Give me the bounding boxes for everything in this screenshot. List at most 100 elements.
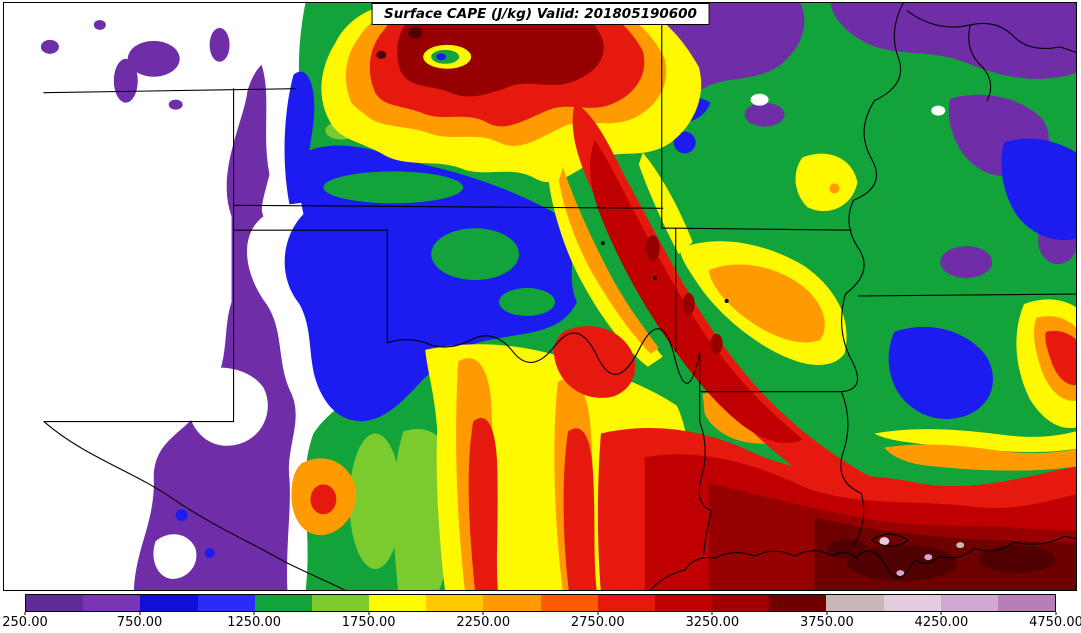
state-borders xyxy=(43,3,1076,590)
cape-region-maroon-top xyxy=(397,3,604,97)
colorbar-tick-label: 3750.00 xyxy=(799,615,854,630)
cape-region-extreme-speck xyxy=(924,554,933,561)
cape-region xyxy=(408,26,423,39)
lake-pontchartrain xyxy=(870,533,909,547)
cape-region xyxy=(323,171,464,204)
cape-region xyxy=(349,433,402,570)
colorbar-segment xyxy=(883,595,941,611)
cape-region xyxy=(1045,330,1076,386)
colorbar-tick xyxy=(368,612,370,615)
mississippi-river xyxy=(840,3,904,547)
cape-region xyxy=(499,288,555,316)
colorbar-tick xyxy=(482,612,484,615)
colorbar-tick xyxy=(139,612,141,615)
cape-region xyxy=(93,19,106,30)
cape-region-extreme-speck xyxy=(956,542,965,549)
cape-region-eye xyxy=(436,53,447,61)
border-tennessee-mississippi xyxy=(857,293,1076,297)
cape-region xyxy=(553,326,636,398)
cape-region xyxy=(795,153,858,212)
colorbar-tick xyxy=(24,612,26,615)
cape-region-extreme-speck xyxy=(896,570,905,577)
colorbar-tick-label: 4250.00 xyxy=(914,615,969,630)
cape-swath-diagonal xyxy=(572,102,991,546)
colorbar-tick xyxy=(826,612,828,615)
border-texas-louisiana xyxy=(698,351,713,555)
cape-region xyxy=(874,429,1076,453)
colorbar-tick xyxy=(1055,612,1057,615)
cape-region xyxy=(127,40,180,77)
colorbar-segment xyxy=(654,595,713,611)
cape-region xyxy=(376,50,387,59)
colorbar-segment xyxy=(540,595,598,611)
colorbar-tick xyxy=(711,612,713,615)
colorbar-segment xyxy=(140,595,198,611)
cape-region xyxy=(750,93,769,106)
cape-region xyxy=(884,444,1076,471)
colorbar-segment xyxy=(83,595,141,611)
cape-map-svg xyxy=(4,3,1076,590)
cape-region xyxy=(468,417,498,590)
cape-region xyxy=(682,293,695,315)
cape-region-extreme-speck xyxy=(879,537,890,546)
colorbar-segment xyxy=(712,595,770,611)
cape-region xyxy=(847,545,958,582)
cape-region xyxy=(744,102,785,127)
colorbar-labels: 250.00 750.00 1250.00 1750.00 2250.00 2750.00… xyxy=(2,612,1081,632)
colorbar-tick xyxy=(253,612,255,615)
cape-region xyxy=(590,140,803,444)
ohio-river xyxy=(906,10,1076,53)
map-frame xyxy=(3,2,1077,591)
colorbar-segment xyxy=(311,595,370,611)
colorbar-tick-label: 1250.00 xyxy=(227,615,281,630)
colorbar-segment xyxy=(426,595,484,611)
colorbar-tick-label: 2250.00 xyxy=(456,615,511,630)
cape-region xyxy=(673,131,696,154)
cape-region xyxy=(175,509,188,522)
tennessee-river xyxy=(968,24,992,102)
cape-region xyxy=(155,320,188,347)
cape-region xyxy=(645,235,660,262)
cape-region xyxy=(153,534,197,580)
colorbar-tick-label: 3250.00 xyxy=(685,615,740,630)
cape-region xyxy=(393,429,449,590)
rio-grande-river xyxy=(43,421,346,590)
colorbar-segment xyxy=(369,595,427,611)
cape-region xyxy=(113,58,138,103)
cape-region-purple-northeast xyxy=(830,3,1076,79)
cape-region-blue-oklahoma xyxy=(284,145,577,422)
cape-region xyxy=(1001,138,1076,241)
lake-icon xyxy=(600,241,605,246)
colorbar-segment xyxy=(26,595,84,611)
gulf-coastline xyxy=(649,535,1076,590)
cape-region xyxy=(209,27,230,62)
cape-region xyxy=(563,428,597,590)
colorbar xyxy=(25,594,1056,612)
cape-region xyxy=(284,71,315,205)
colorbar-tick-label: 250.00 xyxy=(2,615,48,630)
cape-region xyxy=(40,39,59,54)
cape-region xyxy=(708,264,825,343)
cape-region xyxy=(940,246,993,279)
colorbar-tick-label: 2750.00 xyxy=(570,615,625,630)
border-colorado-nebraska xyxy=(43,88,297,94)
colorbar-segment xyxy=(940,595,998,611)
colorbar-tick xyxy=(597,612,599,615)
border-missouri-arkansas xyxy=(675,227,852,231)
colorbar-segment xyxy=(483,595,541,611)
cape-region xyxy=(829,183,840,194)
cape-region xyxy=(710,333,723,354)
colorbar-segment xyxy=(254,595,312,611)
cape-region xyxy=(204,548,215,559)
cape-region xyxy=(931,105,946,116)
lake-icon xyxy=(724,298,729,303)
colorbar-segment xyxy=(197,595,255,611)
colorbar-segment xyxy=(597,595,655,611)
colorbar-segment xyxy=(997,595,1055,611)
cape-region xyxy=(187,367,268,446)
colorbar-tick-label: 750.00 xyxy=(116,615,163,630)
map-title: Surface CAPE (J/kg) Valid: 201805190600 xyxy=(371,3,710,25)
lake-icon xyxy=(652,276,657,281)
cape-region xyxy=(431,228,520,281)
cape-region xyxy=(310,484,337,515)
